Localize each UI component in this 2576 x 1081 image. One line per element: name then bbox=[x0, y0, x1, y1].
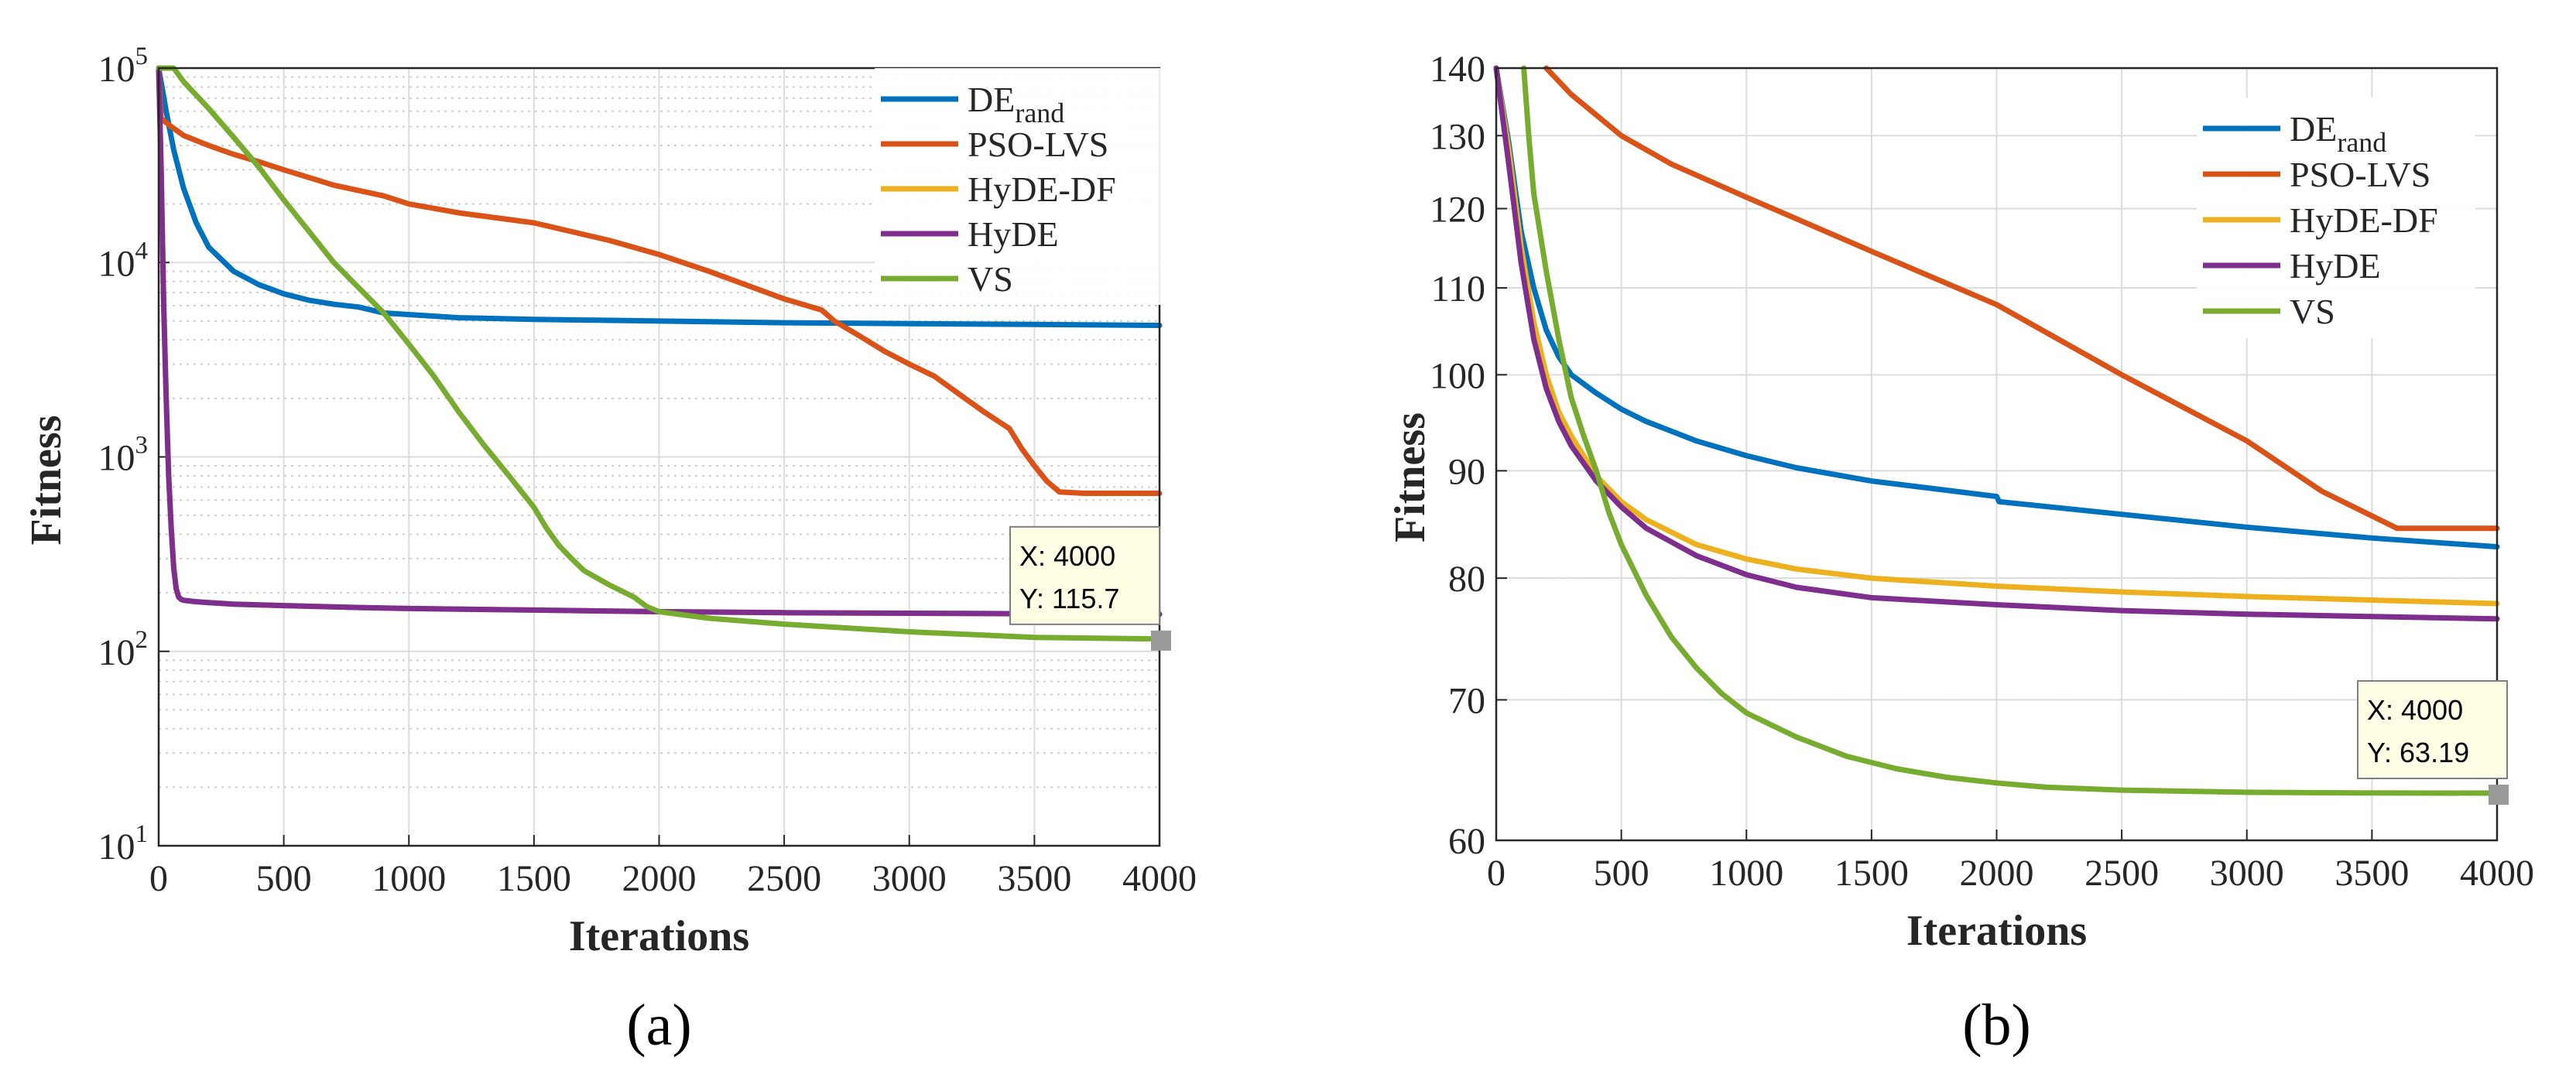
y-tick-label: 102 bbox=[98, 626, 149, 673]
x-tick-label: 0 bbox=[149, 858, 168, 899]
legend-label: DErand bbox=[968, 80, 1064, 128]
axes-box bbox=[1495, 67, 2499, 842]
datatip-y-text: Y: 63.19 bbox=[2367, 737, 2469, 768]
x-tick-label: 2000 bbox=[622, 858, 697, 899]
x-tick-label: 500 bbox=[256, 858, 312, 899]
x-tick-label: 0 bbox=[1487, 853, 1506, 894]
datatip-y-text: Y: 115.7 bbox=[1019, 583, 1119, 614]
datatip-x-text: X: 4000 bbox=[1019, 540, 1115, 572]
panel-label: (a) bbox=[626, 993, 691, 1058]
legend-label: PSO-LVS bbox=[968, 125, 1108, 164]
y-tick-label: 103 bbox=[98, 432, 149, 479]
datatip[interactable]: X: 4000 Y: 115.7 bbox=[1009, 525, 1171, 651]
x-tick-label: 1000 bbox=[1709, 853, 1783, 894]
x-tick-label: 1000 bbox=[372, 858, 446, 899]
legend-label: VS bbox=[968, 259, 1013, 299]
datatip[interactable]: X: 4000 Y: 63.19 bbox=[2357, 679, 2509, 805]
x-tick-label: 3000 bbox=[2210, 853, 2284, 894]
x-axis-label: Iterations bbox=[1906, 907, 2087, 955]
series-lines bbox=[156, 65, 1163, 642]
chart-panel-a: 101 102 103 104 105 0 500 1000 1500 2000 2500 3000 3… bbox=[22, 43, 1197, 1058]
x-tick-label: 4000 bbox=[1122, 858, 1197, 899]
y-tick-label: 120 bbox=[1430, 190, 1485, 231]
y-tick-label: 100 bbox=[1430, 355, 1485, 396]
legend-label: HyDE bbox=[968, 214, 1059, 254]
y-tick-label: 104 bbox=[98, 237, 149, 284]
x-tick-label: 4000 bbox=[2460, 853, 2534, 894]
x-tick-label: 3500 bbox=[2334, 853, 2409, 894]
series-line-vs bbox=[156, 65, 1163, 642]
x-tick-label: 1500 bbox=[497, 858, 571, 899]
panel-label: (b) bbox=[1962, 993, 2031, 1058]
x-axis-label: Iterations bbox=[569, 912, 749, 960]
y-axis-label: Fitness bbox=[22, 416, 70, 546]
datatip-marker[interactable] bbox=[2489, 784, 2509, 805]
series-line-hyde bbox=[1493, 65, 2500, 622]
legend-label: DErand bbox=[2290, 109, 2386, 158]
x-tick-label: 3000 bbox=[872, 858, 947, 899]
legend-label: VS bbox=[2290, 292, 2335, 331]
series-line-vs bbox=[1521, 65, 2500, 796]
legend-label: HyDE bbox=[2290, 246, 2381, 286]
datatip-x-text: X: 4000 bbox=[2367, 694, 2463, 726]
y-tick-label: 101 bbox=[98, 820, 149, 867]
y-tick-label: 90 bbox=[1448, 451, 1485, 492]
y-tick-label: 110 bbox=[1431, 269, 1485, 310]
x-tick-label: 500 bbox=[1594, 853, 1649, 894]
series-line-hyde bbox=[156, 65, 1163, 617]
datatip-box bbox=[2357, 679, 2508, 779]
x-tick-label: 2500 bbox=[747, 858, 821, 899]
datatip-marker[interactable] bbox=[1151, 630, 1171, 651]
series-line-hyde-df bbox=[1493, 65, 2500, 607]
axes-box bbox=[157, 67, 1161, 847]
series-line-de-rand bbox=[156, 65, 1163, 328]
y-axis-label: Fitness bbox=[1386, 412, 1434, 542]
y-tick-label: 60 bbox=[1448, 821, 1485, 862]
legend-label: PSO-LVS bbox=[2290, 155, 2430, 194]
y-tick-label: 130 bbox=[1430, 116, 1485, 157]
y-tick-label: 80 bbox=[1448, 559, 1485, 600]
series-line-pso-lvs bbox=[1543, 65, 2500, 532]
chart-panel-b: 60 70 80 90 100 110 120 130 140 0 500 1000 1500 2000 2… bbox=[1386, 49, 2534, 1058]
legend-label: HyDE-DF bbox=[2290, 200, 2438, 240]
x-tick-label: 2000 bbox=[1960, 853, 2034, 894]
x-tick-label: 2500 bbox=[2084, 853, 2159, 894]
series-line-pso-lvs bbox=[156, 65, 1163, 496]
x-tick-label: 1500 bbox=[1834, 853, 1909, 894]
datatip-box bbox=[1009, 525, 1160, 625]
series-line-de-rand bbox=[1493, 65, 2500, 550]
y-tick-label: 105 bbox=[98, 43, 149, 90]
x-tick-label: 3500 bbox=[997, 858, 1071, 899]
legend-label: HyDE-DF bbox=[968, 169, 1116, 209]
y-tick-label: 140 bbox=[1430, 49, 1485, 90]
series-lines bbox=[1493, 65, 2500, 796]
y-tick-label: 70 bbox=[1448, 680, 1485, 721]
